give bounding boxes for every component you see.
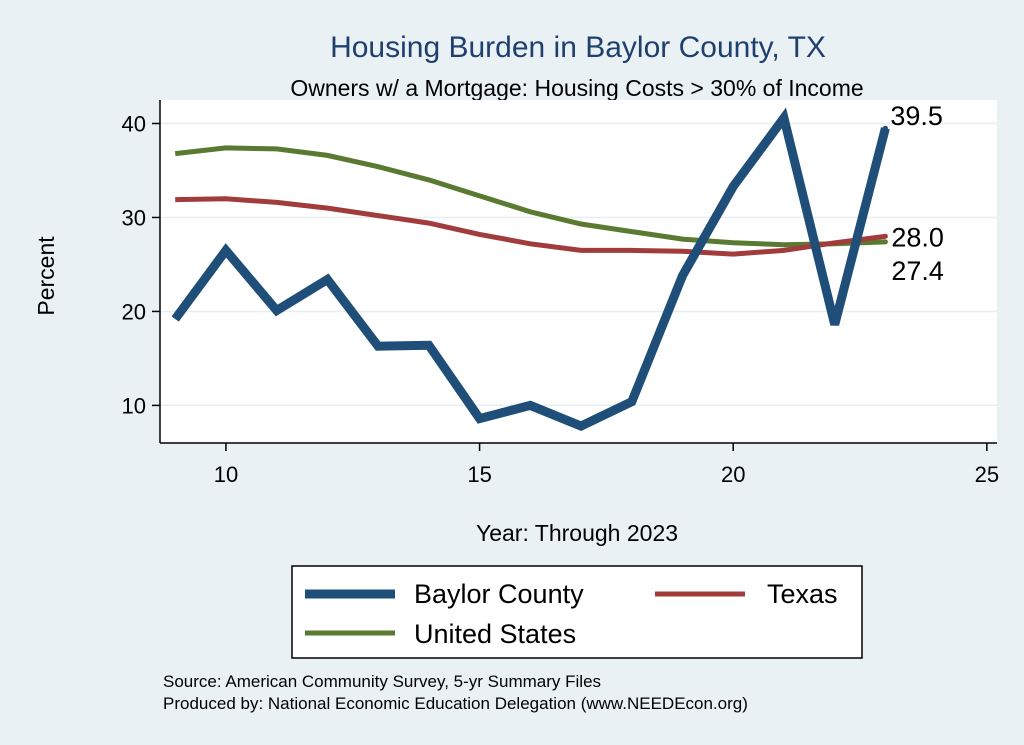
x-tick-label-10: 10 bbox=[214, 462, 238, 487]
end-point-texas bbox=[882, 233, 888, 239]
y-tick-label-40: 40 bbox=[122, 111, 146, 136]
end-label-baylor-county: 39.5 bbox=[890, 101, 943, 131]
legend: Baylor County Texas United States bbox=[291, 565, 863, 659]
end-point-baylor-county bbox=[882, 125, 888, 131]
end-label-texas: 28.0 bbox=[891, 222, 944, 252]
grid-lines bbox=[160, 122, 997, 407]
legend-label-texas: Texas bbox=[767, 579, 838, 609]
series-lines bbox=[171, 107, 890, 432]
y-tick-label-20: 20 bbox=[122, 299, 146, 324]
series-line-baylor-county bbox=[171, 107, 890, 432]
source-note: Source: American Community Survey, 5-yr … bbox=[163, 672, 601, 691]
y-axis-label: Percent bbox=[33, 236, 59, 316]
end-point-united-states bbox=[882, 239, 888, 245]
plot-area bbox=[160, 100, 997, 443]
series-line-texas bbox=[175, 196, 886, 257]
x-axis-label: Year: Through 2023 bbox=[476, 520, 678, 546]
y-tick-label-10: 10 bbox=[122, 393, 146, 418]
series-line-united-states bbox=[174, 145, 886, 248]
legend-label-united-states: United States bbox=[414, 619, 576, 649]
x-tick-label-20: 20 bbox=[721, 462, 745, 487]
x-tick-label-25: 25 bbox=[975, 462, 999, 487]
y-tick-label-30: 30 bbox=[122, 205, 146, 230]
produced-note: Produced by: National Economic Education… bbox=[163, 694, 748, 713]
end-labels: 39.5 28.0 27.4 bbox=[882, 101, 944, 286]
chart-title: Housing Burden in Baylor County, TX bbox=[330, 31, 826, 64]
x-tick-label-15: 15 bbox=[467, 462, 491, 487]
legend-label-baylor-county: Baylor County bbox=[414, 579, 584, 609]
legend-box bbox=[291, 565, 863, 659]
end-label-united-states: 27.4 bbox=[891, 256, 944, 286]
chart-subtitle: Owners w/ a Mortgage: Housing Costs > 30… bbox=[290, 75, 863, 101]
axes: 10 20 30 40 10 15 20 25 bbox=[122, 100, 999, 487]
